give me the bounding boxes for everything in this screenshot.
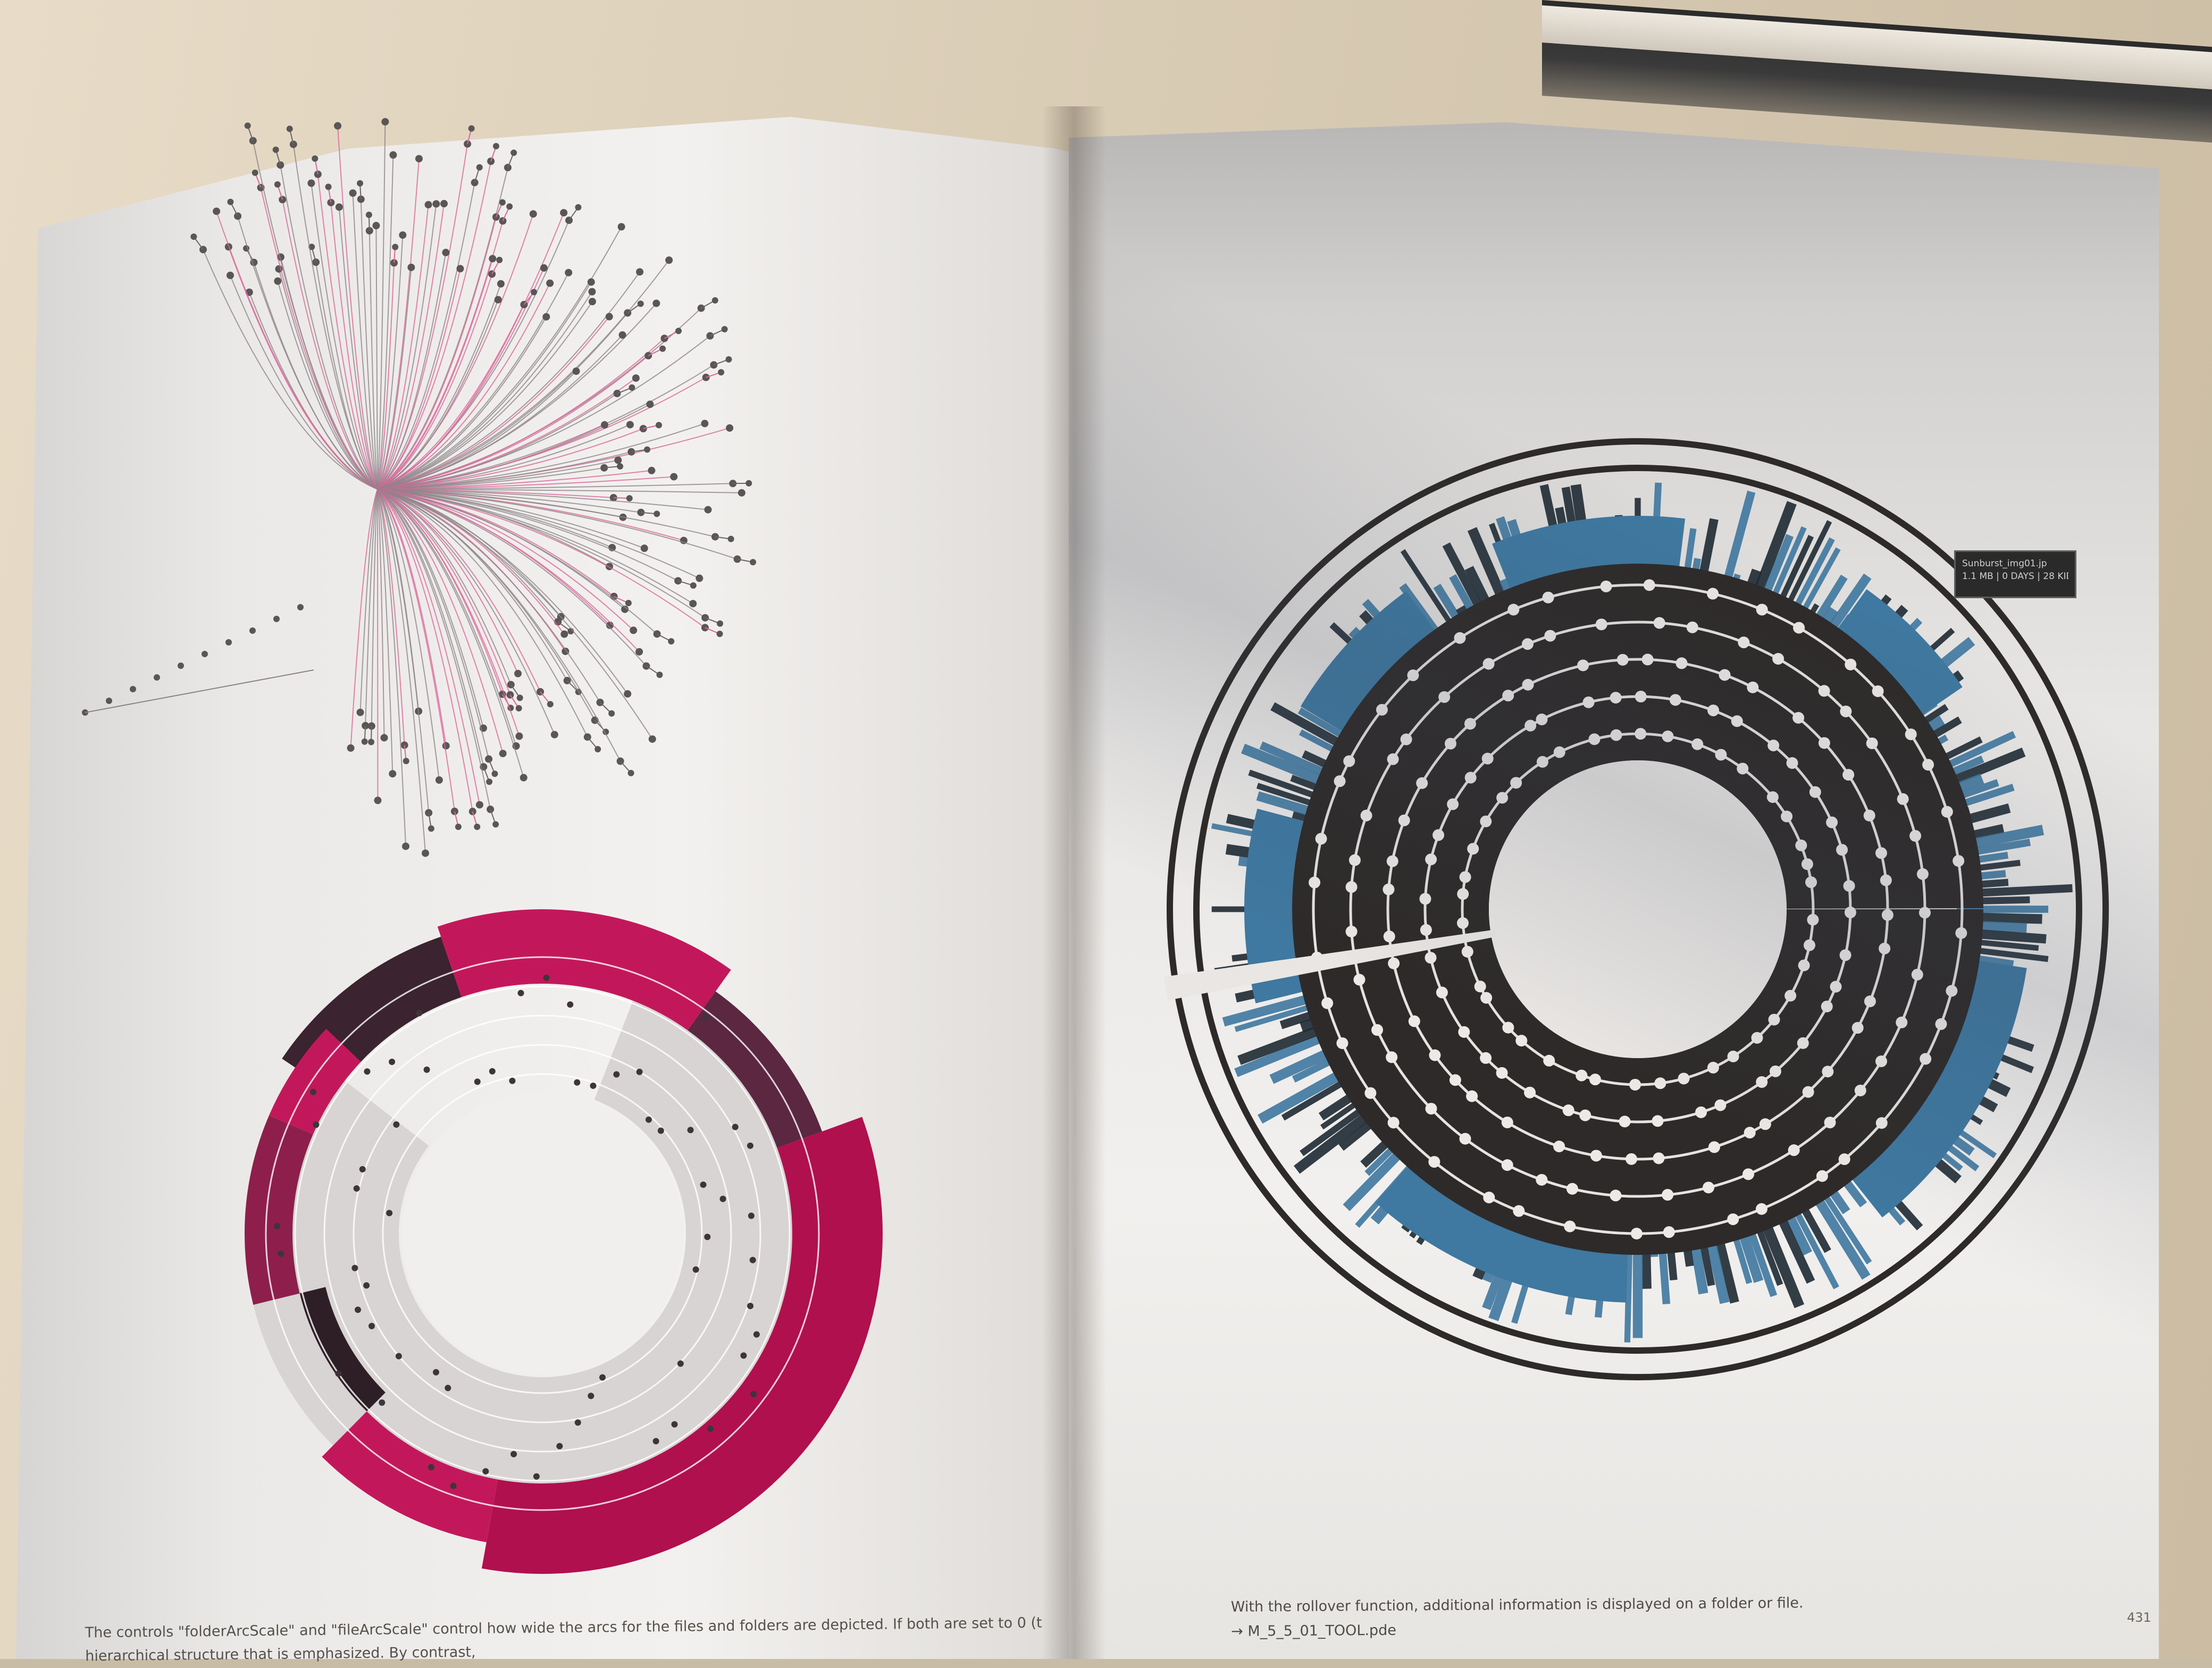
- pink-sunburst-figure: [223, 893, 936, 1585]
- radial-tree-figure: [69, 160, 984, 851]
- right-caption-line-2: → M_5_5_01_TOOL.pde: [1231, 1614, 1975, 1644]
- book-gutter: [1042, 106, 1106, 1659]
- left-caption: The controls "folderArcScale" and "fileA…: [85, 1612, 1043, 1668]
- tooltip-filename: Sunburst_img01.jp: [1962, 557, 2068, 570]
- page-number: 431: [2127, 1610, 2151, 1625]
- rollover-tooltip: Sunburst_img01.jp 1.1 MB | 0 DAYS | 28 K…: [1954, 550, 2076, 598]
- tooltip-stats: 1.1 MB | 0 DAYS | 28 KIDS: [1962, 570, 2068, 583]
- tree-branches: [82, 118, 756, 857]
- pink-rings: [245, 909, 883, 1574]
- right-caption: With the rollover function, additional i…: [1231, 1590, 1976, 1644]
